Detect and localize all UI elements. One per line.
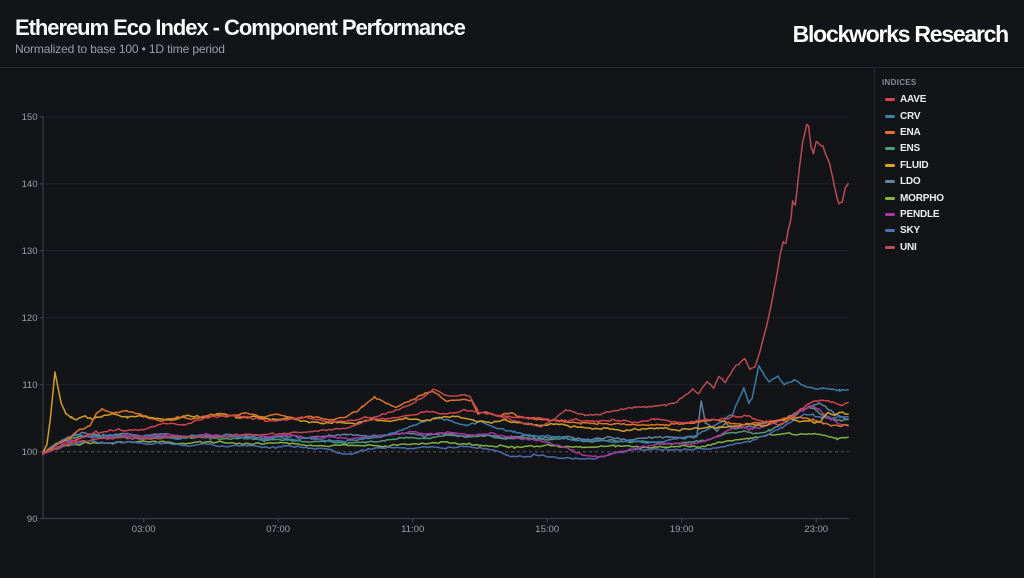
svg-text:110: 110 bbox=[22, 380, 37, 391]
svg-text:150: 150 bbox=[22, 112, 38, 123]
svg-text:90: 90 bbox=[27, 514, 38, 525]
svg-text:140: 140 bbox=[22, 179, 38, 190]
svg-text:120: 120 bbox=[22, 313, 38, 324]
svg-text:130: 130 bbox=[22, 246, 38, 257]
svg-text:19:00: 19:00 bbox=[670, 524, 694, 535]
svg-text:100: 100 bbox=[22, 447, 38, 458]
svg-text:07:00: 07:00 bbox=[266, 524, 290, 535]
svg-text:03:00: 03:00 bbox=[132, 524, 156, 535]
svg-text:11:00: 11:00 bbox=[401, 524, 424, 535]
svg-text:23:00: 23:00 bbox=[804, 524, 828, 535]
svg-text:15:00: 15:00 bbox=[535, 524, 559, 535]
